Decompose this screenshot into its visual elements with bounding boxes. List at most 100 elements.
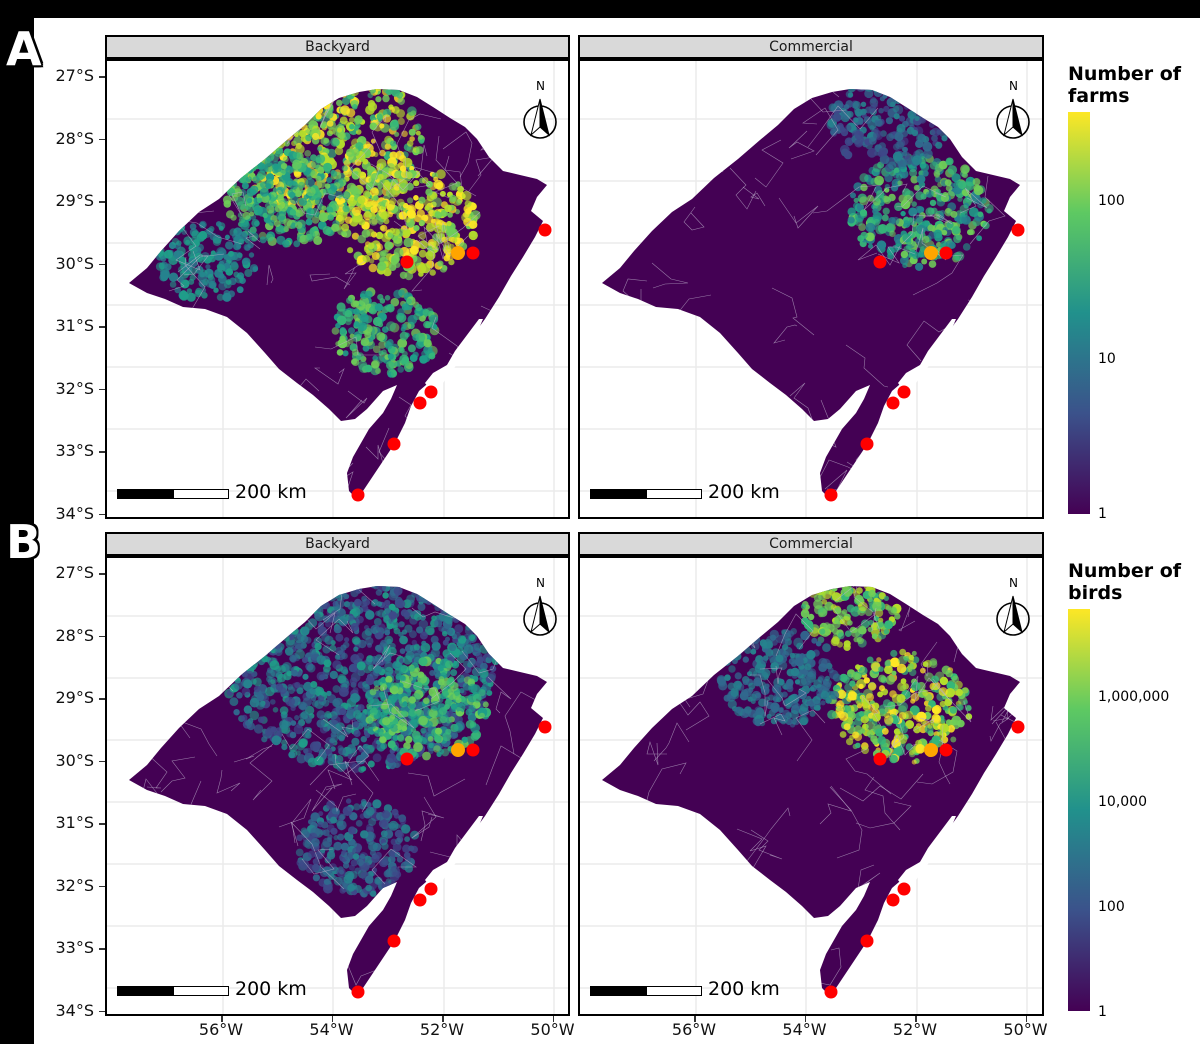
y-tick-mark: [99, 451, 105, 453]
x-tick-mark: [804, 1016, 806, 1022]
scale-bar: 200 km: [590, 978, 810, 1002]
scale-bar-white: [173, 489, 229, 499]
x-tick-mark: [694, 1016, 696, 1022]
outbreak-point: [466, 246, 480, 260]
y-tick-mark: [99, 513, 105, 515]
panel-letter-a: A: [6, 22, 42, 76]
outbreak-point: [873, 752, 887, 766]
north-label: N: [1009, 576, 1018, 590]
map-panel-farms-backyard: N 200 km: [105, 59, 570, 519]
highlight-point: [924, 743, 938, 757]
legend-birds-title-line1: Number of: [1068, 560, 1182, 582]
legend-farms-title-line1: Number of: [1068, 63, 1182, 85]
north-arrow-icon: [996, 98, 1030, 139]
x-tick-mark: [442, 1016, 444, 1022]
legend-birds-label-100: 100: [1098, 899, 1125, 915]
north-arrow-icon: [523, 98, 557, 139]
scale-bar-white: [646, 489, 702, 499]
x-tick-mark: [331, 1016, 333, 1022]
y-tick-label: 34°S: [55, 1000, 94, 1020]
highlight-point: [451, 743, 465, 757]
y-tick-label: 29°S: [55, 688, 94, 707]
outbreak-point: [860, 934, 874, 948]
outbreak-point: [351, 488, 365, 502]
x-tick-mark: [1025, 1016, 1027, 1022]
y-tick-label: 34°S: [55, 503, 94, 523]
x-tick-label-backyard: 50°W: [530, 1020, 575, 1039]
lagoon: [898, 816, 956, 888]
x-tick-mark: [221, 1016, 223, 1022]
scale-bar: 200 km: [117, 978, 337, 1002]
y-tick-mark: [99, 1010, 105, 1012]
y-tick-label: 30°S: [55, 253, 94, 273]
outbreak-point: [939, 743, 953, 757]
legend-birds-label-1000000: 1,000,000: [1098, 689, 1170, 705]
outbreak-point: [1011, 720, 1025, 734]
map-panel-birds-commercial: N 200 km: [578, 556, 1044, 1016]
scale-bar-black: [117, 986, 173, 996]
y-tick-mark: [99, 823, 105, 825]
legend-farms-title: Number of farms: [1068, 63, 1181, 107]
north-arrow-icon: [523, 595, 557, 636]
y-tick-mark: [99, 76, 105, 78]
outbreak-point: [413, 396, 427, 410]
y-tick-label: 33°S: [55, 938, 94, 957]
y-tick-label: 28°S: [55, 625, 94, 645]
north-arrow-icon: [996, 595, 1030, 636]
lagoon: [425, 319, 483, 391]
highlight-point: [924, 246, 938, 260]
map-svg: [107, 558, 568, 1014]
lagoon: [425, 816, 483, 888]
y-tick-mark: [99, 263, 105, 265]
map-svg: [107, 61, 568, 517]
outbreak-point: [413, 893, 427, 907]
outbreak-point: [886, 893, 900, 907]
outbreak-point: [400, 752, 414, 766]
scale-bar-label: 200 km: [235, 481, 307, 503]
x-tick-mark: [915, 1016, 917, 1022]
y-tick-label: 33°S: [55, 441, 94, 460]
outbreak-point: [400, 255, 414, 269]
panel-letter-b: B: [6, 515, 42, 569]
outbreak-point: [424, 385, 438, 399]
x-tick-label-commercial: 56°W: [671, 1020, 717, 1039]
outbreak-point: [824, 488, 838, 502]
outbreak-point: [897, 385, 911, 399]
y-tick-label: 31°S: [55, 813, 94, 832]
map-panel-birds-backyard: N 200 km: [105, 556, 570, 1016]
legend-farms-label-1: 1: [1098, 506, 1107, 522]
y-tick-label: 28°S: [55, 128, 94, 148]
outbreak-point: [873, 255, 887, 269]
outbreak-point: [387, 437, 401, 451]
y-tick-label: 29°S: [55, 191, 94, 210]
scale-bar: 200 km: [117, 481, 337, 505]
north-label: N: [536, 576, 545, 590]
legend-birds-label-1: 1: [1098, 1004, 1107, 1020]
outbreak-point: [939, 246, 953, 260]
outbreak-point: [886, 396, 900, 410]
y-tick-mark: [99, 326, 105, 328]
legend-farms-label-10: 10: [1098, 351, 1116, 367]
outbreak-point: [1011, 223, 1025, 237]
scale-bar-white: [173, 986, 229, 996]
state-shape: [602, 586, 1020, 994]
north-label: N: [1009, 79, 1018, 93]
legend-birds-colorbar: [1068, 609, 1090, 1011]
scale-bar-label: 200 km: [708, 978, 780, 1000]
y-tick-label: 27°S: [55, 66, 94, 85]
x-tick-label-backyard: 52°W: [419, 1020, 465, 1039]
y-tick-mark: [99, 760, 105, 762]
scale-bar: 200 km: [590, 481, 810, 505]
outbreak-point: [538, 223, 552, 237]
outbreak-point: [860, 437, 874, 451]
outbreak-point: [897, 882, 911, 896]
x-tick-label-commercial: 52°W: [892, 1020, 938, 1039]
north-label: N: [536, 79, 545, 93]
y-tick-label: 32°S: [55, 875, 94, 895]
y-tick-mark: [99, 635, 105, 637]
y-tick-mark: [99, 388, 105, 390]
y-tick-mark: [99, 201, 105, 203]
x-tick-label-backyard: 54°W: [309, 1020, 354, 1039]
y-tick-mark: [99, 138, 105, 140]
